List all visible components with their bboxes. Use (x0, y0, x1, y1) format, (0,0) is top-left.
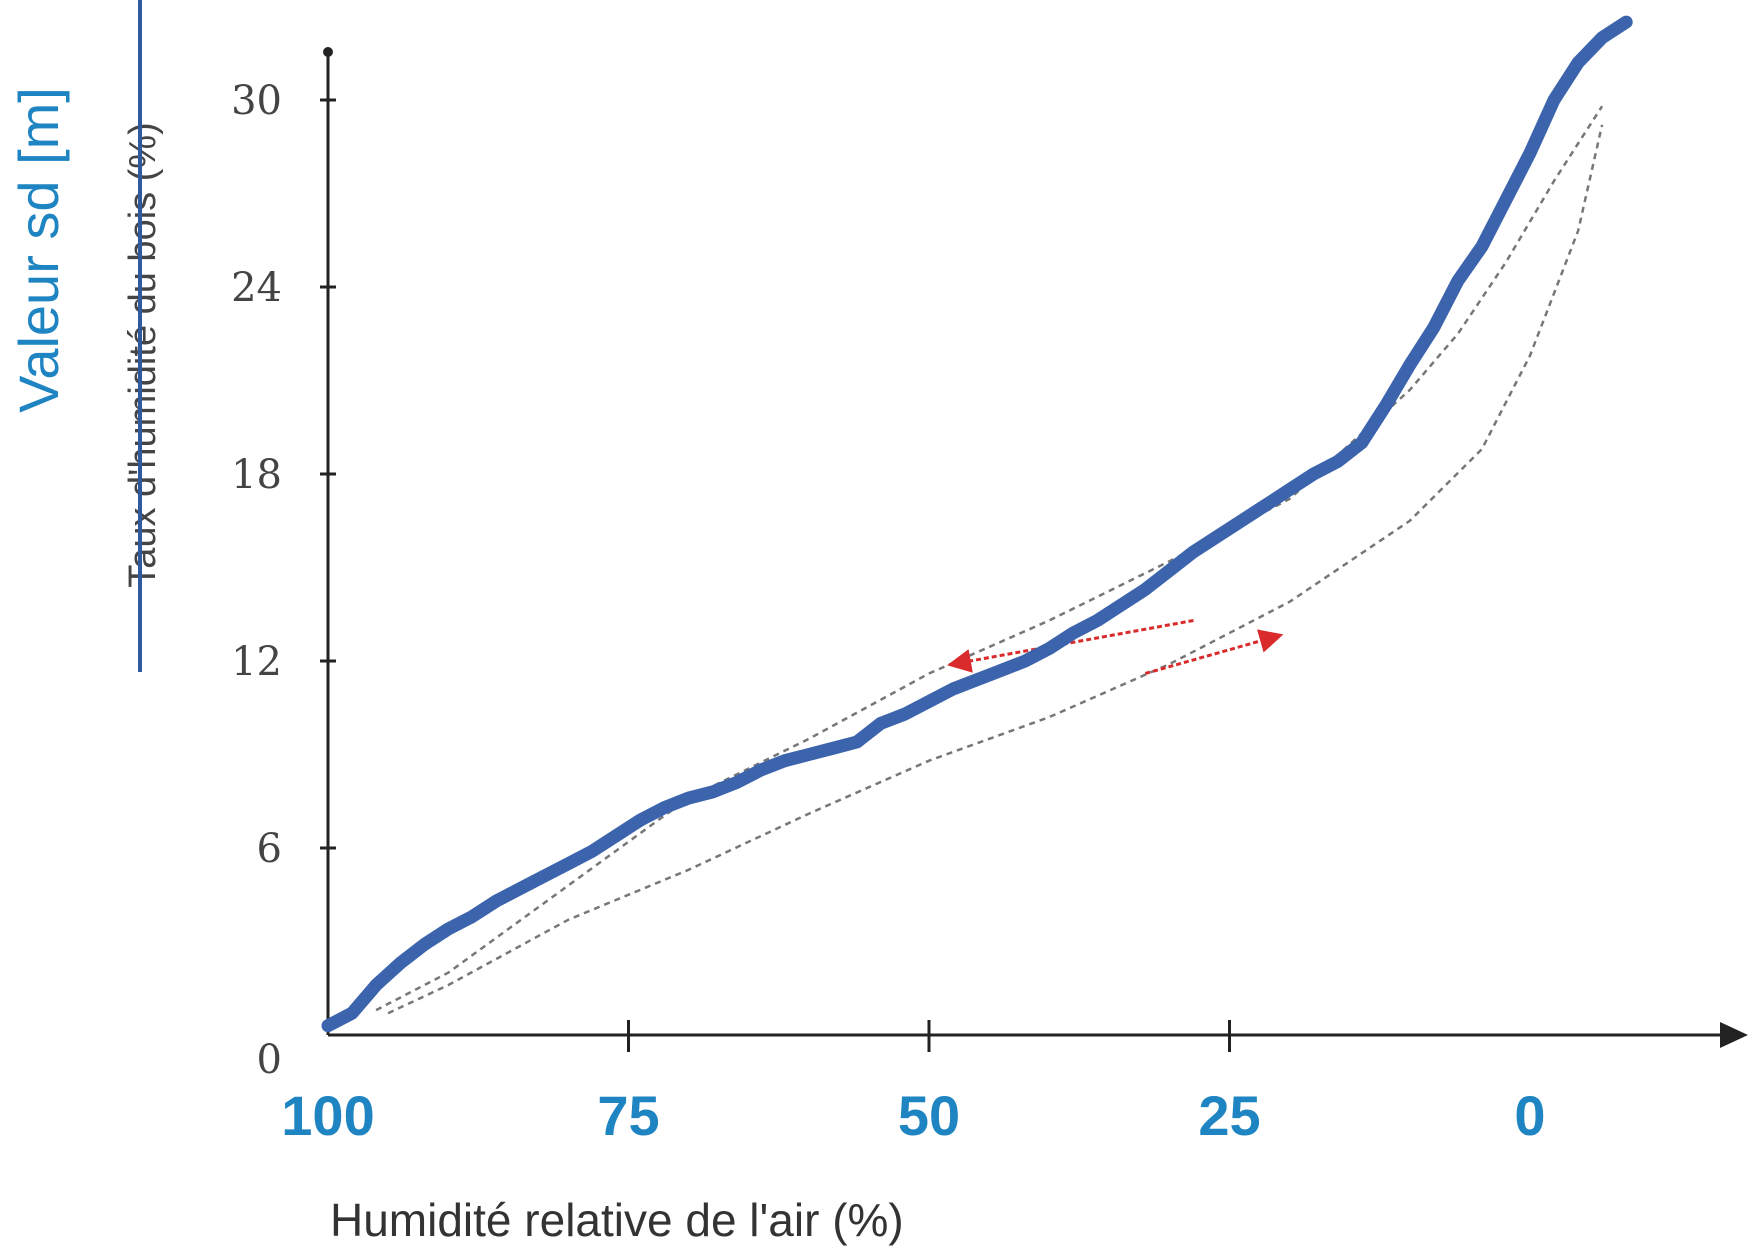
annotation-arrow (1144, 629, 1284, 675)
x-axis-title: Humidité relative de l'air (%) (330, 1194, 904, 1246)
main-series-layer (321, 15, 1633, 1033)
annotation-arrows (947, 619, 1284, 675)
x-tick-label: 50 (898, 1084, 960, 1147)
x-tick-label: 0 (1514, 1084, 1545, 1147)
y-tick-label: 0 (257, 1037, 282, 1083)
annotation-arrow (947, 619, 1194, 673)
y-tick-label: 24 (231, 265, 282, 311)
x-tick-label: 25 (1198, 1084, 1260, 1147)
axes (320, 47, 1748, 1052)
x-axis-arrowhead (1720, 1022, 1748, 1048)
x-tick-label: 75 (597, 1084, 659, 1147)
y-tick-label: 18 (231, 452, 282, 498)
y-axis-title: Valeur sd [m] (7, 87, 70, 413)
lower-bound-curve (387, 124, 1604, 1015)
y-tick-label: 6 (257, 826, 282, 872)
x-tick-label: 100 (281, 1084, 374, 1147)
y-tick-label: 30 (231, 78, 282, 124)
y-axis-title-struck: Taux d'humidité du bois (%) (122, 122, 164, 588)
y-axis-end-dot (323, 47, 333, 57)
bounds-layer (375, 105, 1604, 1015)
main-series-line (321, 15, 1633, 1033)
tick-labels: 0 6 12 18 24 30 100 75 50 25 0 (231, 78, 1545, 1147)
y-tick-label: 12 (231, 639, 282, 685)
upper-bound-curve (375, 105, 1604, 1012)
